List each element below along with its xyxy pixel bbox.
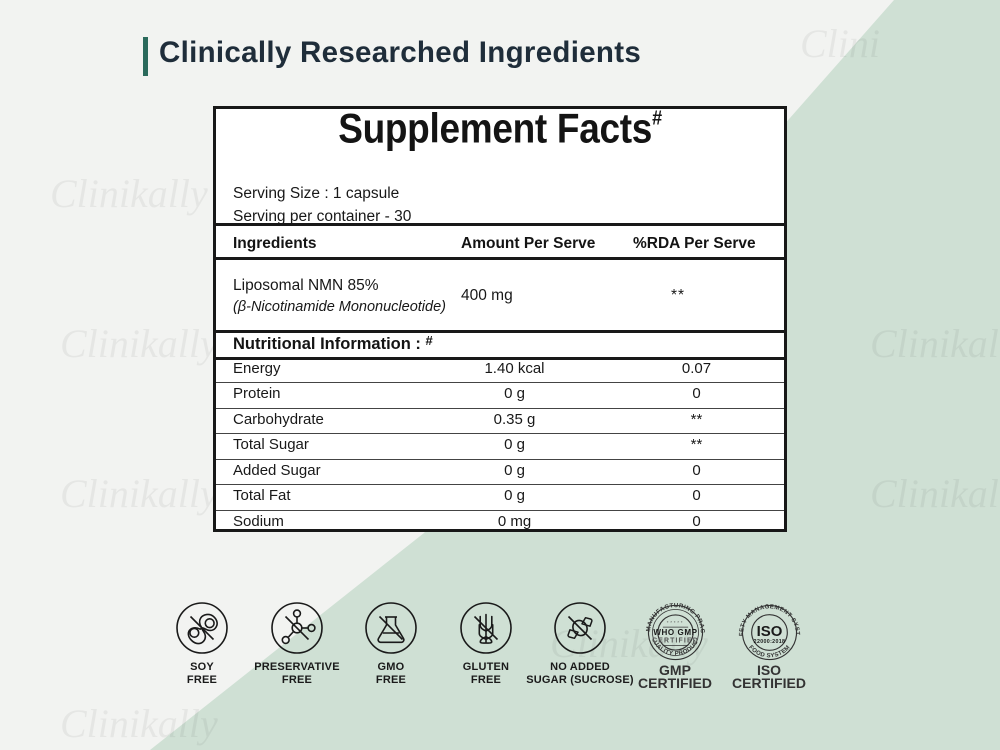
svg-text:CERTIFIED: CERTIFIED — [652, 637, 699, 644]
svg-text:ISO: ISO — [756, 623, 782, 640]
svg-text:FOOD SYSTEM: FOOD SYSTEM — [747, 645, 791, 660]
svg-text:WHO GMP: WHO GMP — [653, 628, 697, 637]
svg-text:*****: ***** — [666, 620, 684, 625]
svg-text:22000:2018: 22000:2018 — [753, 639, 785, 645]
